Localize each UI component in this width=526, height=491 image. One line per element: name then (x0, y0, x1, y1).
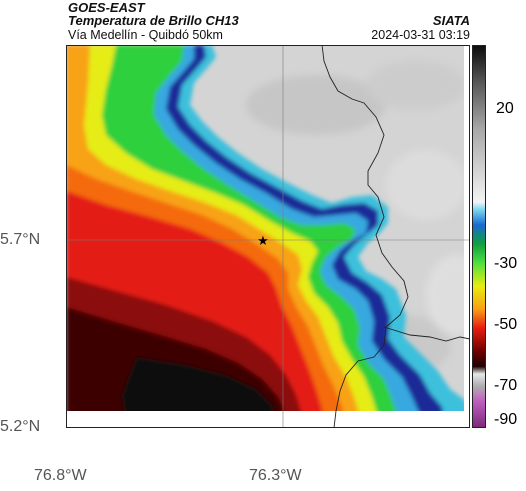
satellite-name: GOES-EAST (68, 0, 145, 15)
product-title: Temperatura de Brillo CH13 (68, 13, 239, 28)
cloud-core-black (122, 357, 278, 428)
x-tick-label-76-8: 76.8°W (34, 467, 87, 484)
star-icon: ★ (257, 234, 269, 249)
y-tick-label-5-2: 5.2°N (0, 418, 41, 435)
colorbar-tick-minus-50: -50 (494, 316, 518, 333)
brand-label: SIATA (432, 13, 470, 28)
department-boundary (321, 45, 409, 428)
route-subtitle: Vía Medellín - Quibdó 50km (68, 28, 223, 42)
y-tick-label-5-7: 5.7°N (0, 231, 41, 248)
colorbar-tick-minus-70: -70 (494, 377, 518, 394)
timestamp: 2024-03-31 03:19 (371, 28, 470, 42)
temperature-colorbar (472, 45, 486, 428)
colorbar-tick-minus-30: -30 (494, 255, 518, 272)
colorbar-tick-20: 20 (496, 100, 514, 117)
x-tick-label-76-3: 76.3°W (249, 467, 302, 484)
brightness-temperature-map: ★ (66, 45, 470, 428)
colorbar-tick-minus-90: -90 (494, 411, 518, 428)
